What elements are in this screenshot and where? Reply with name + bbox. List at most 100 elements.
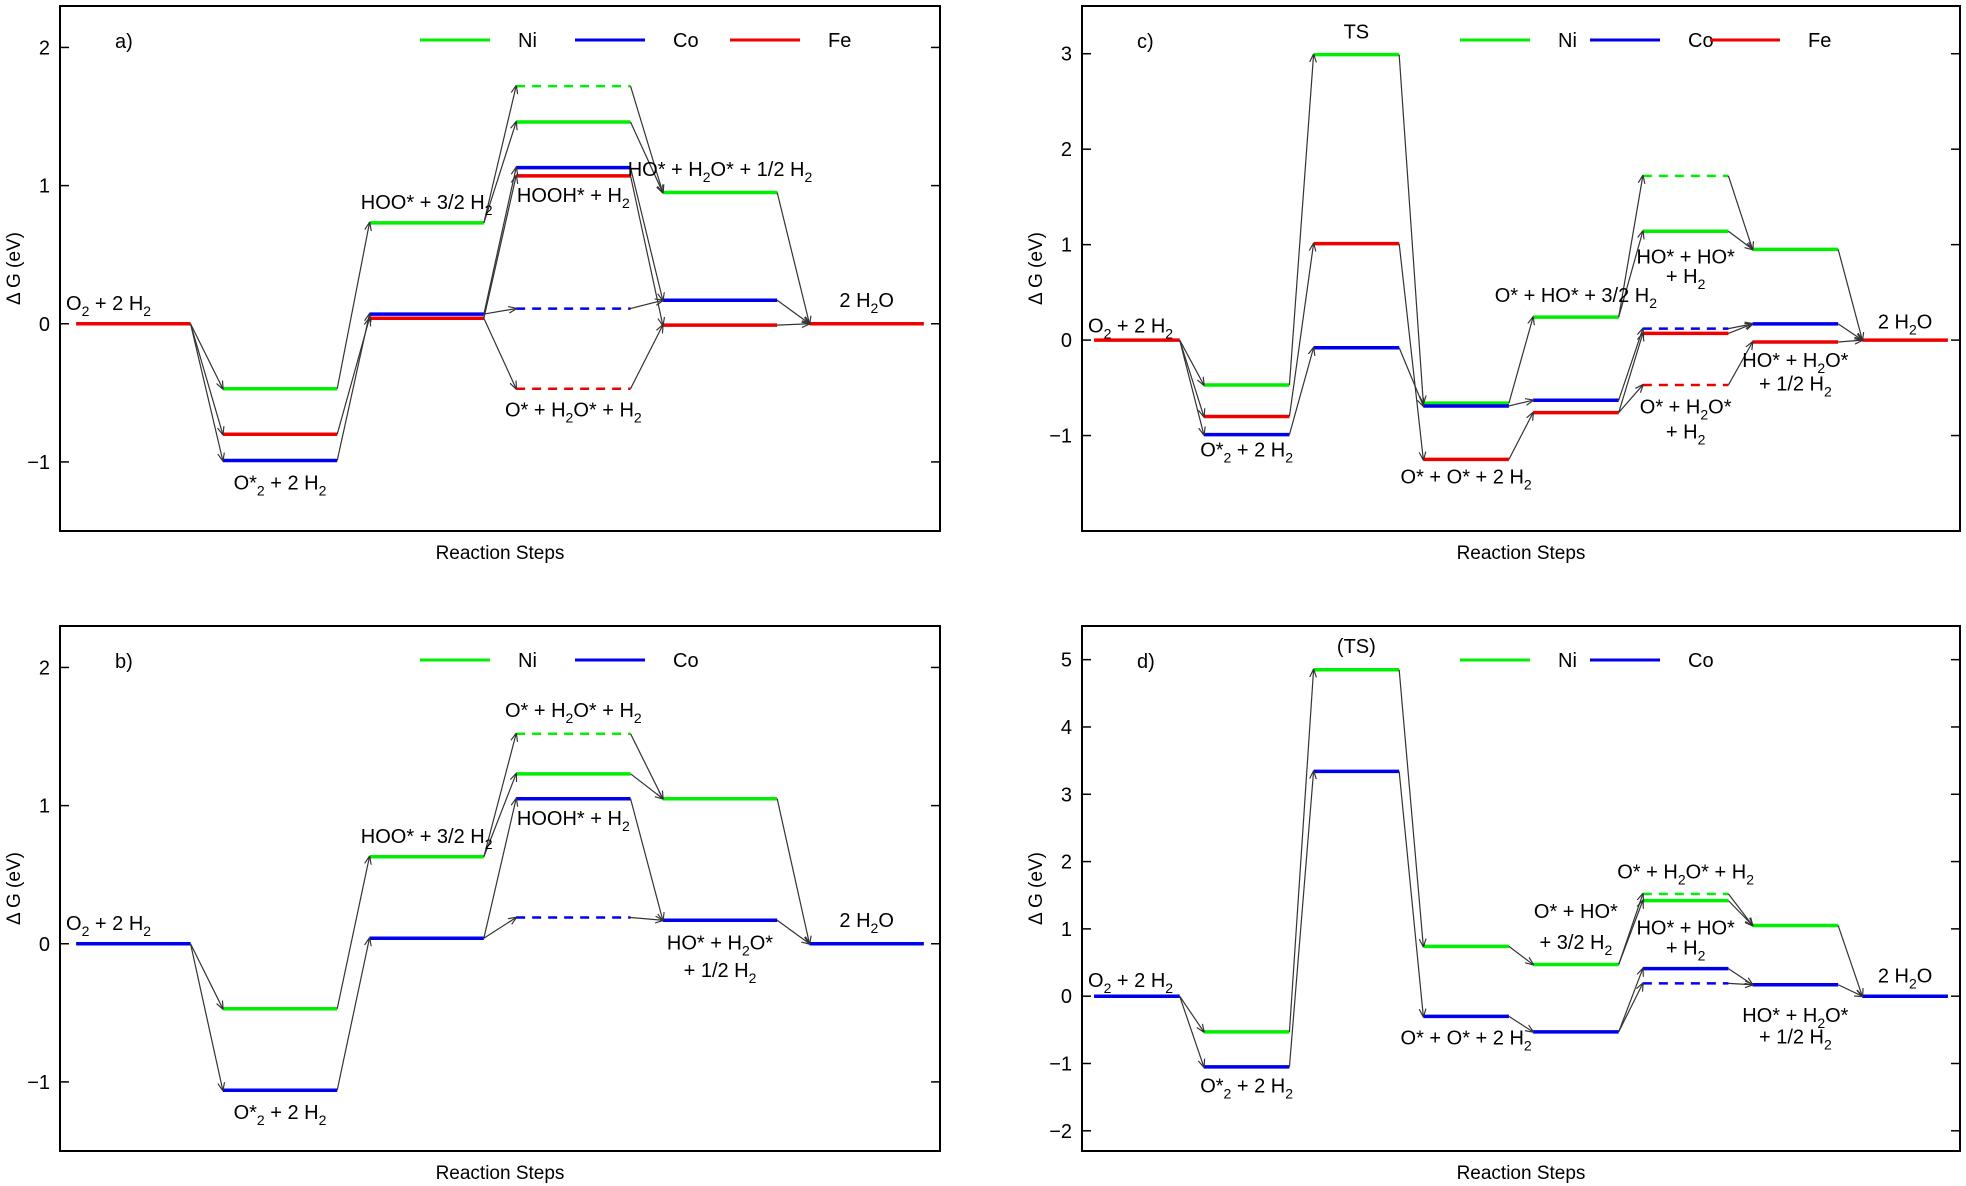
label-text: + H — [1666, 421, 1698, 443]
species-label: + 1/2 H2 — [1759, 374, 1832, 400]
transition-arrow — [483, 122, 516, 224]
y-tick-label: −1 — [27, 452, 50, 474]
subscript: 2 — [622, 195, 630, 211]
transition-arrow — [776, 299, 809, 323]
legend-label-co: Co — [673, 30, 699, 52]
subscript: 2 — [871, 920, 879, 936]
transition-arrow — [629, 733, 663, 799]
transition-arrow — [1288, 771, 1313, 1067]
y-axis-label: Δ G (eV) — [1026, 852, 1047, 925]
label-text: HO* + H — [1742, 1005, 1817, 1027]
subscript: 2 — [1649, 295, 1657, 311]
subscript: 2 — [871, 300, 879, 316]
subscript: 2 — [1165, 980, 1173, 996]
y-tick-label: 1 — [1061, 235, 1072, 257]
transition-arrow — [1288, 244, 1313, 417]
transition-arrow — [629, 325, 663, 389]
species-label: HOO* + 3/2 H2 — [361, 192, 493, 218]
transition-arrow — [629, 167, 663, 301]
subscript: 2 — [1909, 976, 1917, 992]
species-label: + H2 — [1666, 266, 1706, 292]
subscript: 2 — [1817, 1015, 1825, 1031]
transition-arrow — [1837, 925, 1862, 997]
y-tick-label: 1 — [1061, 919, 1072, 941]
x-axis-label: Reaction Steps — [1457, 1163, 1586, 1184]
transition-arrow — [1398, 54, 1423, 403]
y-axis-label: Δ G (eV) — [4, 232, 25, 305]
legend-label-ni: Ni — [518, 650, 537, 672]
y-tick-label: 1 — [39, 176, 50, 198]
species-label: HO* + H2O* — [1742, 350, 1848, 376]
label-text: HO* + H — [1742, 350, 1817, 372]
subscript: 2 — [485, 202, 493, 218]
transition-arrow — [776, 798, 809, 944]
species-label: O* + HO* — [1534, 901, 1618, 923]
species-label: HOOH* + H2 — [517, 808, 630, 834]
species-label: HOOH* + H2 — [517, 185, 630, 211]
panel-label: c) — [1137, 31, 1154, 53]
species-label: + H2 — [1666, 421, 1706, 447]
label-text: HOO* + 3/2 H — [361, 192, 485, 214]
label-text: O* + H — [573, 399, 634, 421]
subscript: 2 — [1698, 276, 1706, 292]
species-label: HOO* + 3/2 H2 — [361, 826, 493, 852]
subscript: 2 — [1285, 450, 1293, 466]
species-label: O* + O* + 2 H2 — [1401, 1028, 1532, 1054]
transition-arrow — [776, 919, 809, 943]
y-tick-label: 0 — [1061, 330, 1072, 352]
label-text: O* + H — [505, 399, 566, 421]
label-text: O* — [1708, 397, 1732, 419]
subscript: 2 — [1524, 476, 1532, 492]
label-text: O — [878, 290, 894, 312]
transition-arrow — [1179, 995, 1204, 1067]
y-tick-label: −1 — [1049, 1054, 1072, 1076]
transition-arrow — [483, 918, 516, 939]
y-tick-label: 3 — [1061, 784, 1072, 806]
transition-arrow — [1618, 901, 1643, 965]
subscript: 2 — [634, 409, 642, 425]
legend-label-co: Co — [1688, 30, 1714, 52]
legend-label-fe: Fe — [1808, 30, 1831, 52]
label-text: O* + 1/2 H — [711, 159, 805, 181]
legend-label-ni: Ni — [1558, 30, 1577, 52]
label-text: O* + H — [1640, 397, 1701, 419]
transition-arrow — [189, 323, 223, 389]
subscript: 2 — [749, 970, 757, 986]
transition-arrow — [1508, 1015, 1533, 1031]
label-text: O* — [1825, 1005, 1849, 1027]
label-text: O — [1088, 315, 1104, 337]
y-tick-label: −2 — [1049, 1121, 1072, 1143]
subscript: 2 — [1104, 980, 1112, 996]
species-label: + 3/2 H2 — [1539, 932, 1612, 958]
subscript: 2 — [1700, 407, 1708, 423]
transition-arrow — [1508, 413, 1533, 460]
label-text: O* — [1200, 440, 1224, 462]
label-text: O* + O* + 2 H — [1401, 1028, 1524, 1050]
panel-label: a) — [115, 31, 133, 53]
subscript: 2 — [566, 409, 574, 425]
transition-arrow — [1398, 347, 1423, 406]
transition-arrow — [629, 121, 663, 192]
subscript: 2 — [566, 710, 574, 726]
y-axis-label: Δ G (eV) — [4, 852, 25, 925]
label-text: O* + HO* + 3/2 H — [1495, 285, 1650, 307]
subscript: 2 — [82, 303, 90, 319]
transition-arrow — [483, 309, 516, 315]
label-text: O* + O* + 2 H — [1401, 466, 1524, 488]
label-text: TS — [1344, 21, 1370, 43]
species-label: HO* + HO* — [1636, 917, 1735, 939]
transition-arrow — [483, 176, 516, 319]
transition-arrow — [1508, 317, 1533, 404]
label-text: O* — [1825, 350, 1849, 372]
transition-arrow — [189, 943, 223, 1009]
panel-label: d) — [1137, 651, 1155, 673]
species-label: O* + O* + 2 H2 — [1401, 466, 1532, 492]
subscript: 2 — [1824, 1036, 1832, 1052]
transition-arrow — [1618, 333, 1643, 413]
label-text: + 1/2 H — [1759, 1026, 1824, 1048]
label-text: + 1/2 H — [1759, 374, 1824, 396]
species-label: O*2 + 2 H2 — [1200, 440, 1293, 466]
label-text: + 2 H — [1111, 970, 1165, 992]
label-text: + H — [1666, 266, 1698, 288]
